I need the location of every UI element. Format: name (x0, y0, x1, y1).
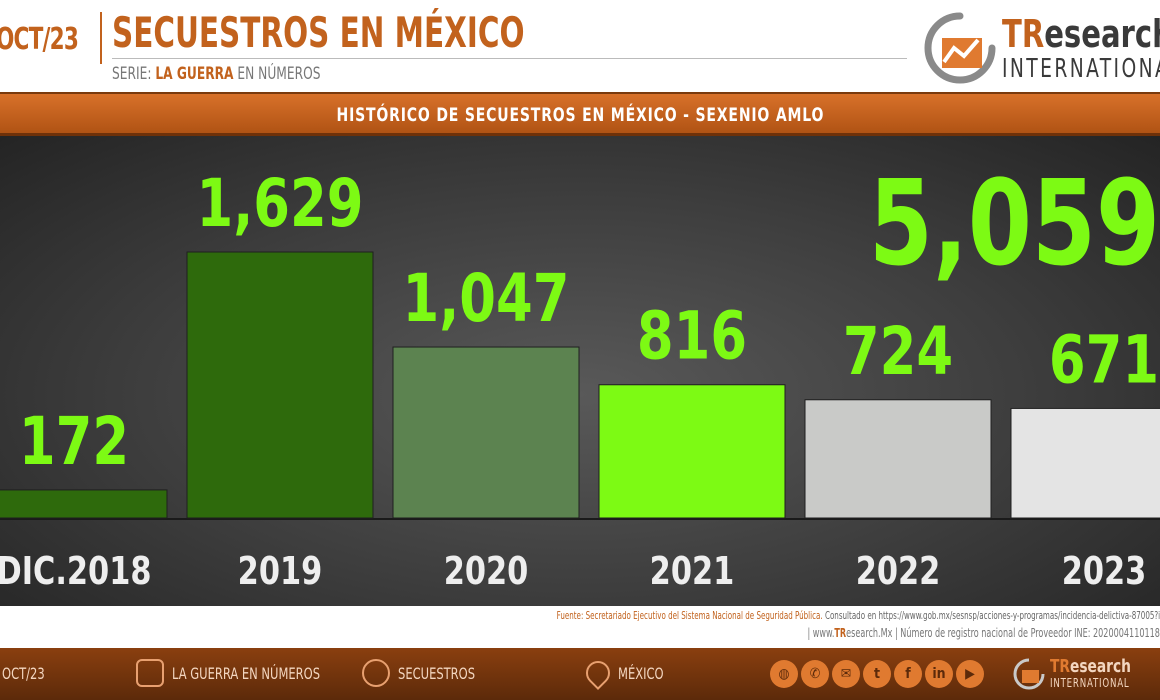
date-tag: OCT/23 (0, 22, 79, 57)
value-label-2019: 1,629 (197, 166, 364, 242)
category-label-2019: 2019 (238, 550, 323, 594)
bar-DIC.2018 (0, 489, 168, 519)
total-label: 5,059 (869, 155, 1160, 292)
value-label-DIC.2018: 172 (19, 404, 129, 480)
bar-2019 (186, 251, 374, 519)
bar-2023 (1010, 407, 1160, 519)
footer-date: OCT/23 (2, 664, 45, 683)
footer: OCT/23 LA GUERRA EN NÚMEROS SECUESTROS M… (0, 648, 1160, 700)
footer-topic-link[interactable]: SECUESTROS (362, 648, 494, 700)
logo-text: TResearch (1002, 12, 1160, 56)
bar-chart: 172 DIC.2018 1,629 2019 1,047 2020 816 2021 724 2… (0, 136, 1160, 606)
document-icon (136, 658, 164, 687)
footer-series-link[interactable]: LA GUERRA EN NÚMEROS (136, 648, 357, 700)
header-divider (100, 12, 102, 64)
tresearch-logo: TResearch INTERNATIONAL (922, 6, 1160, 86)
source-block: Fuente: Secretariado Ejecutivo del Siste… (0, 606, 1160, 646)
logo-mark-icon (924, 12, 996, 84)
footer-logo: TResearch INTERNATIONAL (1012, 654, 1160, 694)
linkedin-icon[interactable]: in (925, 660, 953, 688)
category-label-2022: 2022 (856, 550, 941, 594)
page-title: SECUESTROS EN MÉXICO (112, 8, 525, 57)
social-links: ◍ ✆ ✉ t f in ▶ (770, 660, 984, 688)
value-label-2022: 724 (843, 314, 953, 390)
chart-baseline (0, 518, 1160, 520)
email-icon[interactable]: ✉ (832, 660, 860, 688)
youtube-icon[interactable]: ▶ (956, 660, 984, 688)
value-label-2021: 816 (637, 299, 747, 375)
category-label-2023: 2023 (1062, 550, 1147, 594)
logo-subtext: INTERNATIONAL (1002, 54, 1160, 84)
facebook-icon[interactable]: f (894, 660, 922, 688)
subtitle-suffix: EN NÚMEROS (237, 64, 321, 84)
twitter-icon[interactable]: t (863, 660, 891, 688)
bar-2021 (598, 384, 786, 519)
value-label-2020: 1,047 (403, 261, 570, 337)
series-subtitle: SERIE: LA GUERRA EN NÚMEROS (112, 64, 320, 84)
title-underline (112, 58, 907, 59)
source-citation: Fuente: Secretariado Ejecutivo del Siste… (556, 609, 1160, 622)
location-pin-icon (581, 655, 615, 690)
chart-title-band: HISTÓRICO DE SECUESTROS EN MÉXICO - SEXE… (0, 92, 1160, 136)
category-label-2021: 2021 (650, 550, 735, 594)
bar-2022 (804, 399, 992, 519)
chart-title: HISTÓRICO DE SECUESTROS EN MÉXICO - SEXE… (336, 104, 824, 126)
category-label-2020: 2020 (444, 550, 529, 594)
chat-icon (362, 658, 390, 687)
value-label-2023: 671 (1049, 323, 1159, 399)
source-registry: | www.TResearch.Mx | Número de registro … (807, 626, 1160, 640)
footer-location-link[interactable]: MÉXICO (581, 648, 675, 700)
whatsapp-icon[interactable]: ✆ (801, 660, 829, 688)
header: OCT/23 SECUESTROS EN MÉXICO SERIE: LA GU… (0, 0, 1160, 92)
chart-svg: 172 DIC.2018 1,629 2019 1,047 2020 816 2021 724 2… (0, 155, 1160, 594)
category-label-DIC.2018: DIC.2018 (0, 550, 152, 594)
subtitle-prefix: SERIE: (112, 64, 152, 84)
bar-2020 (392, 346, 580, 519)
footer-logo-mark-icon (1013, 658, 1045, 690)
globe-icon[interactable]: ◍ (770, 660, 798, 688)
subtitle-highlight: LA GUERRA (155, 64, 234, 84)
